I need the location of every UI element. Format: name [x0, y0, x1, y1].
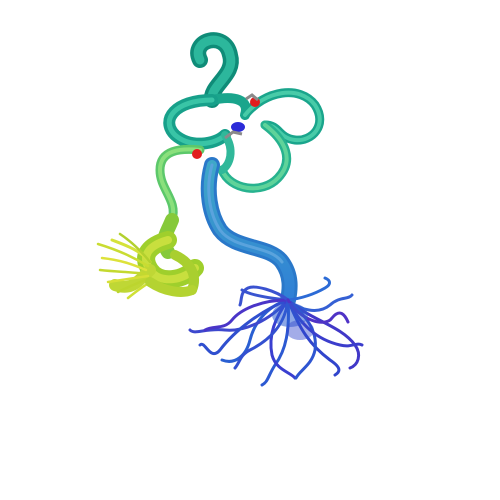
bond-stick	[245, 93, 259, 102]
atom-highlights	[192, 93, 260, 159]
yellow-green-bundle	[96, 231, 204, 300]
blue-stem-segment	[200, 157, 298, 308]
right-loop-segment	[217, 88, 325, 193]
top-knot-segment	[163, 32, 251, 150]
oxygen-atom	[192, 149, 202, 159]
blue-tail-ensemble	[188, 276, 364, 387]
bond-stick	[224, 130, 243, 140]
nitrogen-atom	[231, 122, 245, 132]
